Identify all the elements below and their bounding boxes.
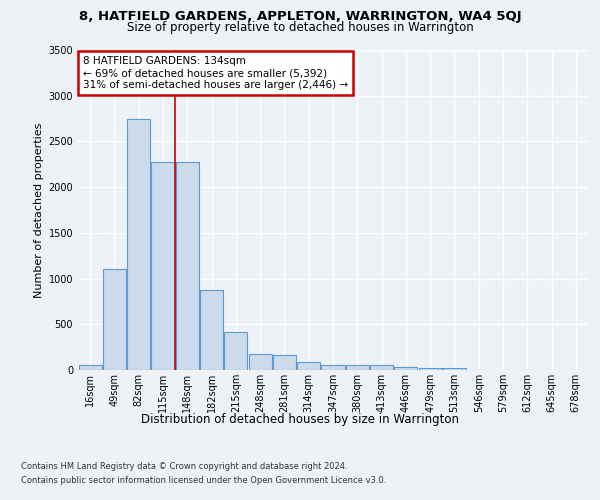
Bar	[322, 364, 344, 370]
Bar	[273, 356, 296, 370]
Bar	[370, 366, 393, 370]
Bar	[419, 368, 442, 370]
Bar	[127, 118, 150, 370]
Bar	[394, 367, 418, 370]
Bar	[79, 366, 101, 370]
Text: 8, HATFIELD GARDENS, APPLETON, WARRINGTON, WA4 5QJ: 8, HATFIELD GARDENS, APPLETON, WARRINGTO…	[79, 10, 521, 23]
Text: Contains public sector information licensed under the Open Government Licence v3: Contains public sector information licen…	[21, 476, 386, 485]
Bar	[346, 366, 369, 370]
Bar	[151, 162, 175, 370]
Bar	[443, 368, 466, 370]
Text: Distribution of detached houses by size in Warrington: Distribution of detached houses by size …	[141, 412, 459, 426]
Y-axis label: Number of detached properties: Number of detached properties	[34, 122, 44, 298]
Text: 8 HATFIELD GARDENS: 134sqm
← 69% of detached houses are smaller (5,392)
31% of s: 8 HATFIELD GARDENS: 134sqm ← 69% of deta…	[83, 56, 348, 90]
Text: Size of property relative to detached houses in Warrington: Size of property relative to detached ho…	[127, 22, 473, 35]
Bar	[176, 162, 199, 370]
Bar	[224, 332, 247, 370]
Text: Contains HM Land Registry data © Crown copyright and database right 2024.: Contains HM Land Registry data © Crown c…	[21, 462, 347, 471]
Bar	[200, 290, 223, 370]
Bar	[297, 362, 320, 370]
Bar	[248, 354, 272, 370]
Bar	[103, 270, 126, 370]
